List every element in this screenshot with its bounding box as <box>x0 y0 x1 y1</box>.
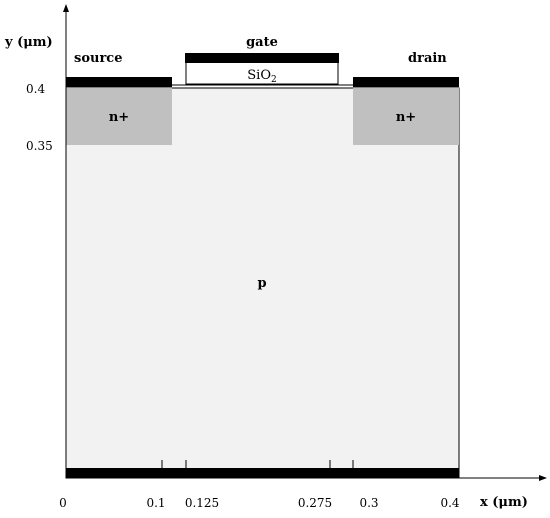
source-label: source <box>74 51 122 66</box>
drain-n-plus-label: n+ <box>396 110 416 125</box>
x-axis-label: x (μm) <box>480 495 528 510</box>
gate-label: gate <box>246 35 278 50</box>
gate-contact <box>185 53 339 63</box>
p-substrate-label: p <box>257 276 266 291</box>
oxide-label: SiO2 <box>247 68 276 85</box>
x-tick-label: 0.4 <box>440 496 459 510</box>
y-axis-arrow-icon <box>63 4 69 12</box>
x-tick-label: 0.125 <box>185 496 219 510</box>
x-tick-label: 0.3 <box>359 496 378 510</box>
drain-n-plus-region <box>353 88 459 145</box>
x-tick-label: 0 <box>59 496 67 510</box>
source-n-plus-label: n+ <box>109 110 129 125</box>
source-contact <box>66 77 172 87</box>
y-tick-label: 0.35 <box>26 139 53 153</box>
drain-label: drain <box>408 51 447 66</box>
drain-contact <box>353 77 459 87</box>
x-axis-arrow-icon <box>539 475 547 481</box>
y-tick-label: 0.4 <box>26 82 45 96</box>
x-tick-label: 0.275 <box>298 496 332 510</box>
y-axis-label: y (μm) <box>4 35 53 50</box>
source-n-plus-region <box>66 88 172 145</box>
x-tick-label: 0.1 <box>146 496 165 510</box>
p-substrate-region <box>65 87 460 479</box>
bulk-contact <box>66 468 459 478</box>
